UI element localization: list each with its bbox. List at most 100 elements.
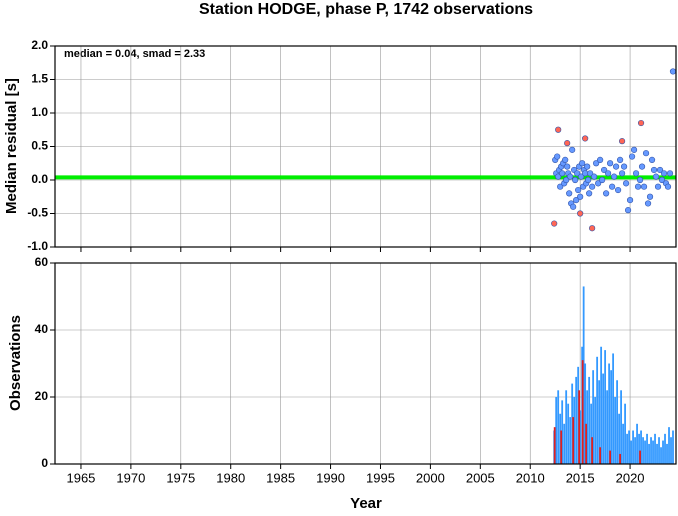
point <box>626 197 634 204</box>
bar <box>620 390 622 464</box>
bar <box>608 363 611 464</box>
bar <box>565 390 568 464</box>
bar <box>557 390 560 464</box>
point <box>605 170 612 177</box>
point <box>646 193 654 200</box>
x-tick-label: 1975 <box>166 470 195 485</box>
point <box>609 183 616 190</box>
bar <box>624 403 626 464</box>
x-tick-label: 2010 <box>516 470 545 485</box>
point <box>551 220 558 227</box>
plot-frame <box>54 45 677 248</box>
annotation: median = 0.04, smad = 2.33 <box>64 48 205 60</box>
bar <box>594 397 597 464</box>
point <box>618 138 626 145</box>
bar <box>652 440 654 464</box>
point <box>563 176 570 184</box>
bar <box>571 383 574 464</box>
y-tick-label: 60 <box>35 255 49 269</box>
point <box>584 163 591 170</box>
bar <box>662 440 664 464</box>
bar <box>634 437 636 464</box>
y-axis-label: Median residual [s] <box>3 78 20 214</box>
point <box>595 180 602 187</box>
bar <box>575 376 578 464</box>
point <box>577 193 584 200</box>
point <box>557 183 564 190</box>
y-tick-label: 1.5 <box>31 72 48 86</box>
bar <box>567 403 570 464</box>
bar <box>650 437 652 464</box>
y-tick-label: 0.5 <box>31 139 48 153</box>
bar <box>582 286 585 464</box>
y-tick-label: 40 <box>35 322 49 336</box>
x-axis-label: Year <box>350 495 382 511</box>
point <box>650 166 658 174</box>
x-tick-label: 1980 <box>216 470 245 485</box>
point <box>632 170 640 177</box>
point <box>578 173 585 180</box>
point <box>640 183 648 190</box>
point <box>570 203 577 210</box>
bar <box>578 390 581 464</box>
bar <box>626 433 628 464</box>
x-tick-label: 2005 <box>466 470 495 485</box>
point <box>648 156 656 163</box>
bar <box>600 346 603 464</box>
bar <box>622 423 624 464</box>
point <box>567 173 574 180</box>
bar <box>604 350 607 464</box>
point <box>634 183 642 190</box>
y-axis-label: Observations <box>7 315 24 411</box>
point <box>603 190 610 197</box>
bar <box>636 423 638 464</box>
point <box>555 126 562 133</box>
x-tick-label: 1990 <box>316 470 345 485</box>
y-tick-label: -0.5 <box>27 206 48 220</box>
x-tick-label: 1985 <box>266 470 295 485</box>
point <box>564 163 571 170</box>
bar <box>561 400 564 464</box>
plot-frame <box>54 262 677 465</box>
point <box>572 176 579 184</box>
bar <box>592 370 595 464</box>
bar <box>596 356 599 464</box>
bar <box>660 447 662 464</box>
point <box>607 160 614 167</box>
bar <box>581 360 584 464</box>
point <box>630 146 638 153</box>
point <box>555 173 562 180</box>
bar <box>585 423 588 464</box>
point <box>564 140 571 147</box>
bar <box>664 433 666 464</box>
y-tick-label: -1.0 <box>27 239 48 253</box>
bar <box>591 437 594 464</box>
point <box>669 68 677 75</box>
point <box>666 170 674 177</box>
y-tick-label: 1.0 <box>31 105 48 119</box>
x-tick-label: 1995 <box>366 470 395 485</box>
point <box>624 207 632 214</box>
bar <box>555 397 558 464</box>
bar <box>672 430 674 464</box>
bar <box>598 380 601 464</box>
point <box>554 153 561 160</box>
bar <box>553 427 556 464</box>
bar <box>560 430 563 464</box>
point <box>622 180 630 187</box>
point <box>559 170 566 177</box>
point <box>628 153 636 160</box>
bar <box>602 373 605 464</box>
bar <box>640 430 642 464</box>
point <box>582 135 589 142</box>
bar <box>614 397 616 464</box>
bar <box>656 443 658 464</box>
bar <box>632 430 634 464</box>
point <box>638 163 646 170</box>
bar <box>609 450 612 464</box>
y-tick-label: 2.0 <box>31 38 48 52</box>
point <box>654 183 662 190</box>
point <box>658 176 666 184</box>
point <box>656 166 664 174</box>
